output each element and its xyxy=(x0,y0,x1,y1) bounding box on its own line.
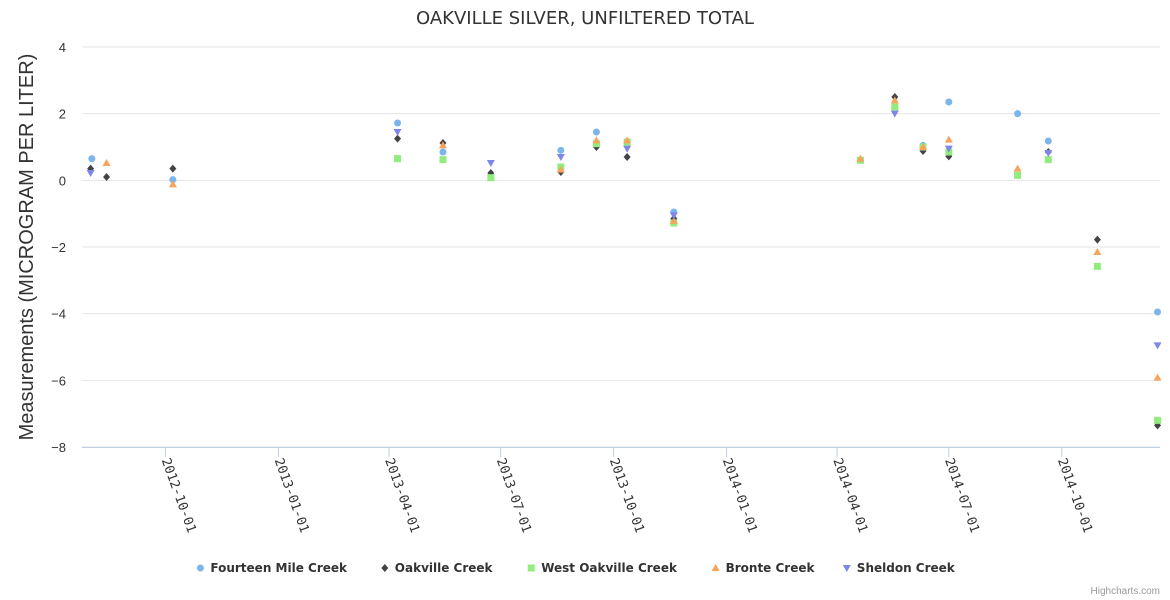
legend[interactable]: Fourteen Mile Creek Oakville Creek West Oa… xyxy=(196,561,956,575)
point-bronte-creek[interactable] xyxy=(168,180,177,188)
point-west-oakville-creek[interactable] xyxy=(1044,156,1052,164)
point-sheldon-creek[interactable] xyxy=(944,145,953,153)
legend-item-bronte-creek[interactable]: Bronte Creek xyxy=(711,561,816,575)
y-tick-label: −8 xyxy=(51,440,66,455)
point-sheldon-creek[interactable] xyxy=(1044,150,1053,157)
point-fourteen-mile-creek[interactable] xyxy=(945,98,953,106)
point-bronte-creek[interactable] xyxy=(102,159,111,166)
point-bronte-creek[interactable] xyxy=(438,141,447,149)
point-fourteen-mile-creek[interactable] xyxy=(1014,110,1022,118)
legend-symbol-fourteen-mile-creek[interactable] xyxy=(196,564,204,572)
point-fourteen-mile-creek[interactable] xyxy=(1044,137,1052,145)
point-bronte-creek[interactable] xyxy=(890,96,899,104)
point-west-oakville-creek[interactable] xyxy=(439,156,447,164)
legend-label-sheldon-creek: Sheldon Creek xyxy=(857,561,956,575)
point-west-oakville-creek[interactable] xyxy=(592,140,600,148)
data-points xyxy=(86,93,1162,430)
point-fourteen-mile-creek[interactable] xyxy=(592,128,600,136)
point-sheldon-creek[interactable] xyxy=(556,154,565,161)
legend-label-west-oakville-creek: West Oakville Creek xyxy=(541,561,678,575)
point-west-oakville-creek[interactable] xyxy=(1014,171,1022,179)
point-bronte-creek[interactable] xyxy=(1093,248,1102,255)
chart-title: OAKVILLE SILVER, UNFILTERED TOTAL xyxy=(416,8,754,29)
point-bronte-creek[interactable] xyxy=(919,143,928,150)
legend-symbol-bronte-creek[interactable] xyxy=(711,564,720,571)
point-fourteen-mile-creek[interactable] xyxy=(88,155,96,163)
point-west-oakville-creek[interactable] xyxy=(1154,416,1162,424)
point-west-oakville-creek[interactable] xyxy=(487,174,495,182)
legend-item-fourteen-mile-creek[interactable]: Fourteen Mile Creek xyxy=(196,561,348,575)
point-bronte-creek[interactable] xyxy=(1153,373,1162,381)
y-tick-label: −6 xyxy=(51,373,66,388)
point-sheldon-creek[interactable] xyxy=(1153,342,1162,350)
point-fourteen-mile-creek[interactable] xyxy=(394,119,402,127)
point-west-oakville-creek[interactable] xyxy=(1093,262,1101,270)
point-fourteen-mile-creek[interactable] xyxy=(1154,308,1162,316)
point-fourteen-mile-creek[interactable] xyxy=(169,176,177,184)
point-bronte-creek[interactable] xyxy=(1013,164,1022,172)
point-bronte-creek[interactable] xyxy=(556,165,565,173)
point-bronte-creek[interactable] xyxy=(856,154,865,162)
point-sheldon-creek[interactable] xyxy=(623,145,632,153)
point-bronte-creek[interactable] xyxy=(944,135,953,143)
point-west-oakville-creek[interactable] xyxy=(891,103,899,111)
point-oakville-creek[interactable] xyxy=(1093,235,1101,244)
point-fourteen-mile-creek[interactable] xyxy=(439,148,447,156)
point-oakville-creek[interactable] xyxy=(169,164,177,173)
grid-layer: −8 −6 −4 −2 0 2 4 xyxy=(51,40,1160,455)
legend-label-oakville-creek: Oakville Creek xyxy=(395,561,494,575)
point-bronte-creek[interactable] xyxy=(623,136,632,144)
legend-item-sheldon-creek[interactable]: Sheldon Creek xyxy=(842,561,956,575)
point-fourteen-mile-creek[interactable] xyxy=(557,146,565,154)
point-sheldon-creek[interactable] xyxy=(890,110,899,118)
legend-label-fourteen-mile-creek: Fourteen Mile Creek xyxy=(210,561,348,575)
y-tick-label: −4 xyxy=(51,307,66,322)
point-sheldon-creek[interactable] xyxy=(669,212,678,220)
legend-item-oakville-creek[interactable]: Oakville Creek xyxy=(381,561,494,575)
point-sheldon-creek[interactable] xyxy=(486,160,495,167)
point-sheldon-creek[interactable] xyxy=(393,129,402,136)
series-sheldon-creek xyxy=(86,110,1162,350)
point-bronte-creek[interactable] xyxy=(592,136,601,144)
y-tick-label: 2 xyxy=(59,107,66,122)
point-west-oakville-creek[interactable] xyxy=(394,155,402,163)
point-oakville-creek[interactable] xyxy=(394,134,402,143)
point-bronte-creek[interactable] xyxy=(669,217,678,224)
point-oakville-creek[interactable] xyxy=(103,173,111,181)
legend-item-west-oakville-creek[interactable]: West Oakville Creek xyxy=(527,561,678,575)
series-fourteen-mile-creek xyxy=(88,98,1162,316)
point-oakville-creek[interactable] xyxy=(623,153,631,161)
y-axis-label: Measurements (MICROGRAM PER LITER) xyxy=(16,54,38,441)
y-tick-label: −2 xyxy=(51,240,66,255)
legend-symbol-west-oakville-creek[interactable] xyxy=(527,564,535,572)
legend-symbol-oakville-creek[interactable] xyxy=(381,564,389,572)
credits-link[interactable]: Highcharts.com xyxy=(1091,586,1160,597)
legend-symbol-sheldon-creek[interactable] xyxy=(842,565,851,572)
y-tick-label: 4 xyxy=(59,40,66,55)
y-tick-label: 0 xyxy=(59,173,66,188)
point-sheldon-creek[interactable] xyxy=(86,170,95,177)
series-bronte-creek xyxy=(102,96,1162,381)
legend-label-bronte-creek: Bronte Creek xyxy=(726,561,816,575)
